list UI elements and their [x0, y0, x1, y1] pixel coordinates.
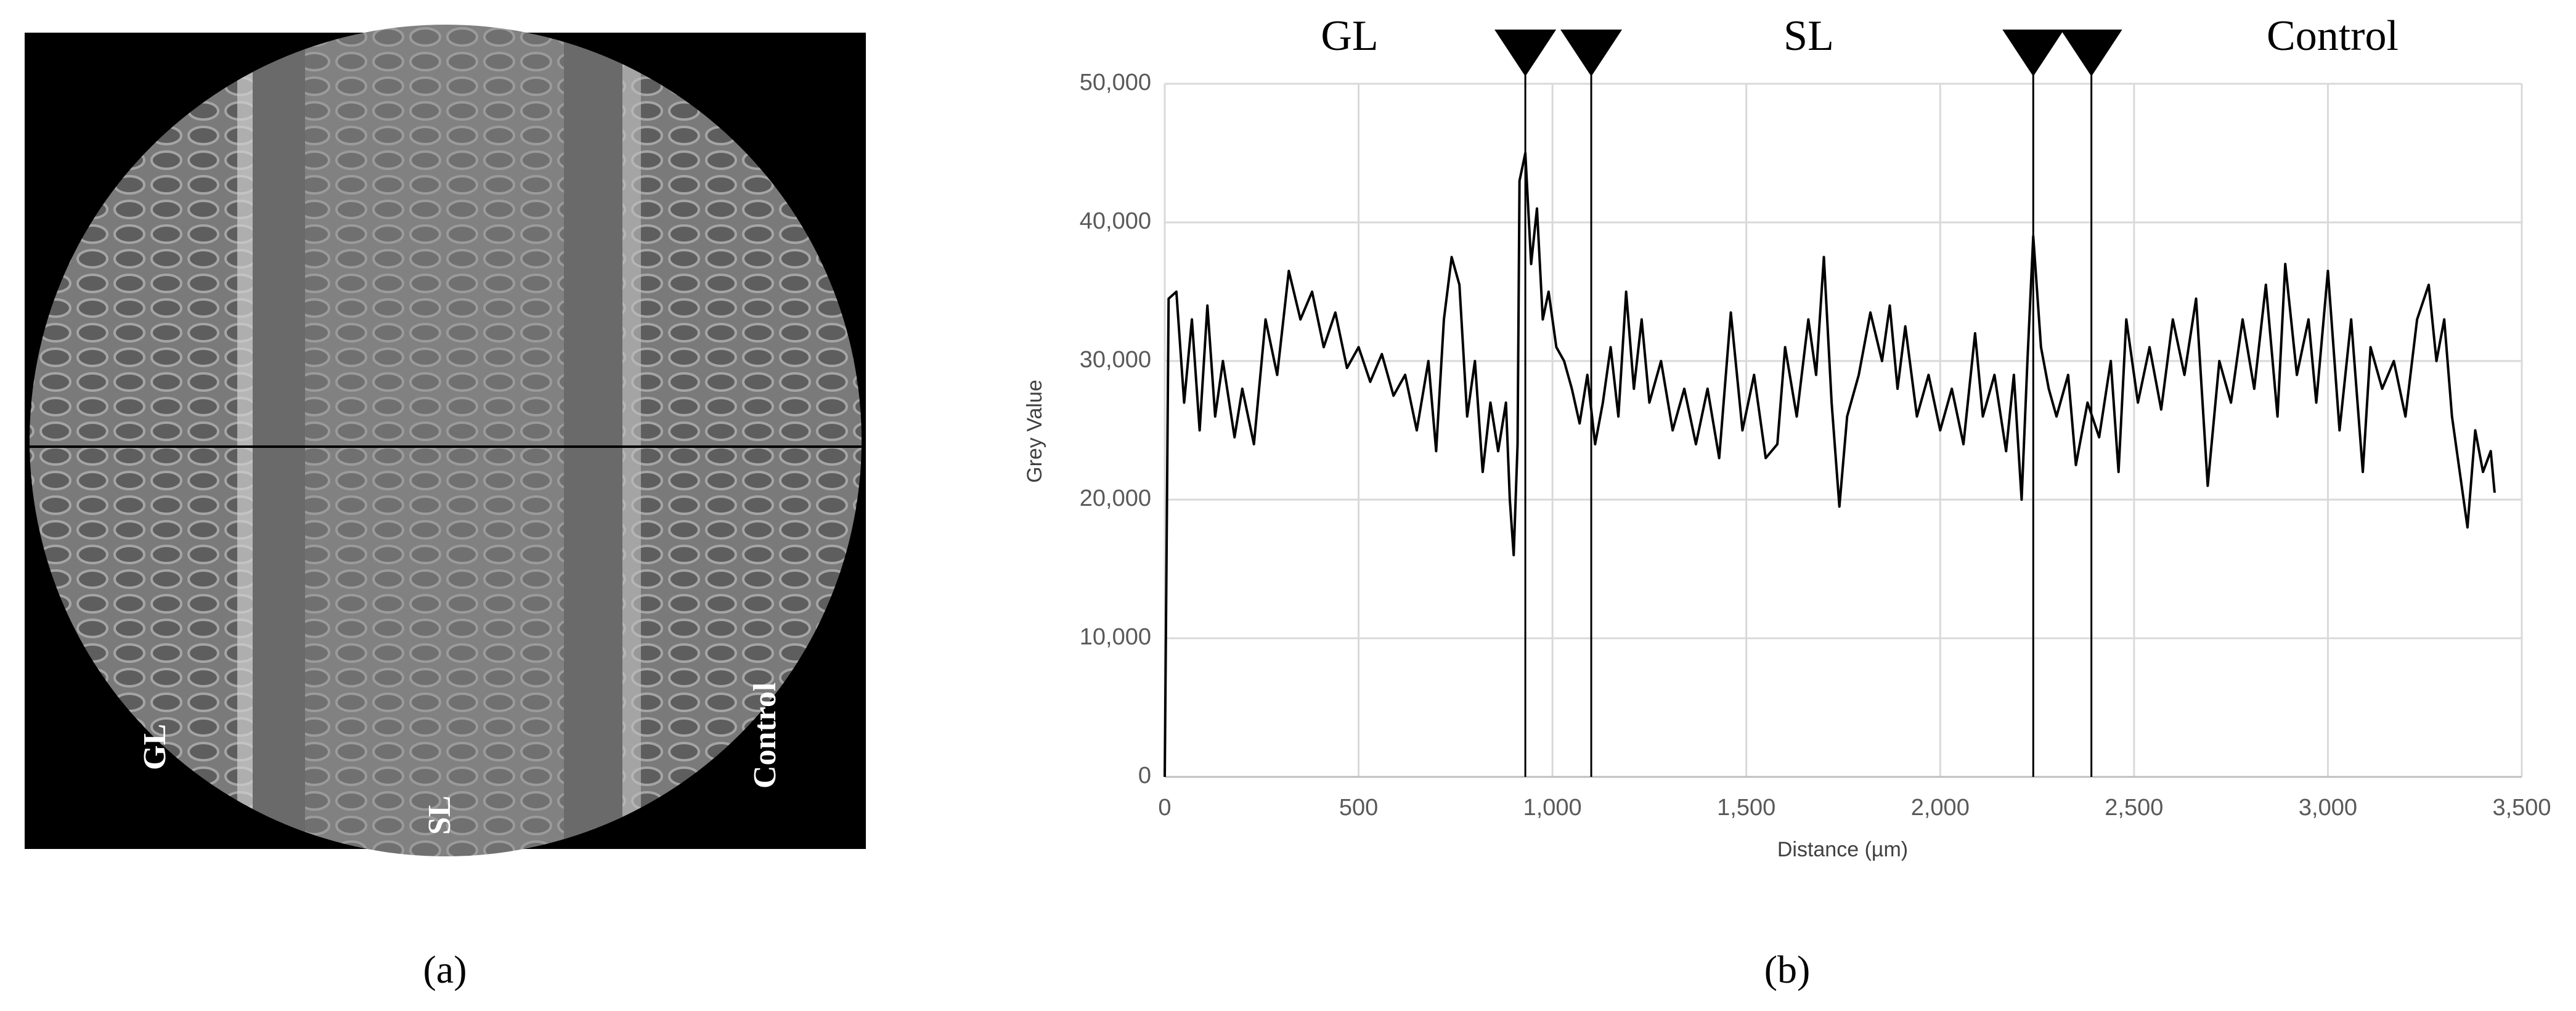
y-axis-title: Grey Value: [1023, 380, 1046, 483]
x-axis-title: Distance (µm): [1777, 838, 1908, 861]
data-line: [1164, 152, 2496, 778]
region-label: SL: [1783, 12, 1834, 60]
x-tick-label: 1,500: [1717, 795, 1775, 821]
x-tick-label: 3,500: [2492, 795, 2551, 821]
y-tick-label: 40,000: [1080, 208, 1151, 234]
x-tick-label: 2,500: [2105, 795, 2163, 821]
y-tick-label: 30,000: [1080, 347, 1151, 373]
region-label: GL: [1321, 12, 1378, 60]
y-tick-label: 10,000: [1080, 624, 1151, 650]
marker-triangle: [2002, 30, 2064, 76]
panel-a-image: GL SL Control: [25, 25, 866, 856]
x-tick-label: 2,000: [1911, 795, 1970, 821]
x-tick-label: 3,000: [2299, 795, 2357, 821]
x-tick-label: 0: [1158, 795, 1171, 821]
marker-triangle: [2060, 30, 2122, 76]
y-tick-label: 50,000: [1080, 70, 1151, 95]
image-label: Control: [748, 683, 783, 789]
caption: (a): [423, 948, 467, 991]
y-tick-label: 20,000: [1080, 485, 1151, 511]
image-label: SL: [422, 795, 457, 835]
marker-triangle: [1494, 30, 1557, 76]
region-label: Control: [2267, 12, 2399, 60]
x-tick-label: 500: [1339, 795, 1378, 821]
x-tick-label: 1,000: [1523, 795, 1582, 821]
caption: (b): [1764, 948, 1811, 991]
y-tick-label: 0: [1138, 763, 1151, 789]
marker-triangle: [1560, 30, 1623, 76]
image-label: GL: [137, 724, 173, 770]
